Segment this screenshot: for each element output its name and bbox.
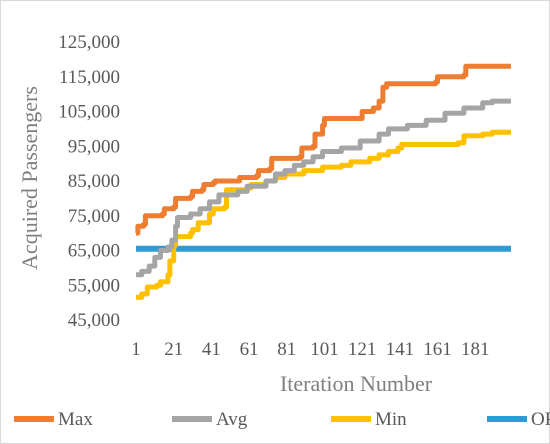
y-tick-label: 65,000 <box>68 241 120 262</box>
x-axis-title: Iteration Number <box>280 371 433 396</box>
legend-label-max: Max <box>58 409 93 430</box>
x-axis-ticks: 1 21 41 61 81 101 121 141 161 181 <box>131 339 489 360</box>
y-tick-label: 85,000 <box>68 171 120 192</box>
x-tick-label: 21 <box>164 339 183 360</box>
x-tick-label: 161 <box>423 339 452 360</box>
legend: Max Avg Min OP <box>14 409 550 430</box>
y-tick-label: 95,000 <box>68 136 120 157</box>
legend-label-avg: Avg <box>216 409 248 430</box>
legend-label-min: Min <box>375 409 407 430</box>
plot-area <box>135 63 511 300</box>
y-tick-label: 55,000 <box>68 275 120 296</box>
x-tick-label: 141 <box>386 339 415 360</box>
y-tick-label: 75,000 <box>68 206 120 227</box>
x-tick-label: 81 <box>277 339 296 360</box>
x-tick-label: 1 <box>131 339 141 360</box>
y-axis-ticks: 45,000 55,000 65,000 75,000 85,000 95,000 105,… <box>58 32 120 331</box>
y-tick-label: 45,000 <box>68 310 120 331</box>
y-tick-label: 115,000 <box>59 67 120 88</box>
y-axis-title: Acquired Passengers <box>17 86 42 270</box>
series-line-max <box>135 63 511 236</box>
legend-label-op: OP <box>531 409 550 430</box>
x-tick-label: 181 <box>461 339 490 360</box>
x-tick-label: 101 <box>310 339 339 360</box>
y-tick-label: 125,000 <box>58 32 120 53</box>
x-tick-label: 61 <box>240 339 259 360</box>
series-line-avg <box>136 98 511 278</box>
x-tick-label: 41 <box>202 339 221 360</box>
y-tick-label: 105,000 <box>58 102 120 123</box>
x-tick-label: 121 <box>348 339 377 360</box>
